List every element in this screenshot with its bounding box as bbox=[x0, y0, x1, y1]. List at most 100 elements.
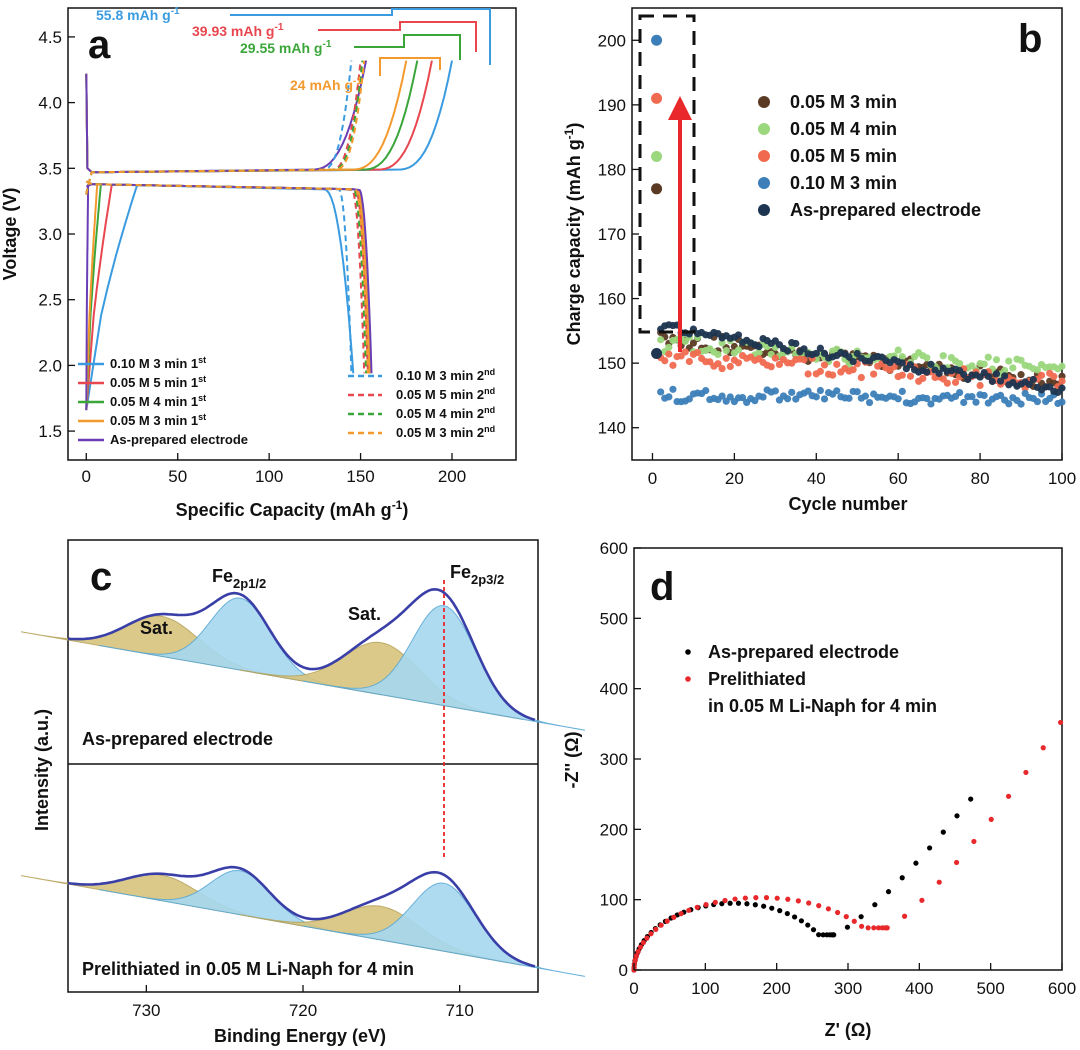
cycle-point bbox=[718, 364, 726, 373]
cycle-point bbox=[726, 362, 734, 371]
cycle-point bbox=[951, 378, 960, 386]
cycle-point bbox=[755, 343, 763, 351]
x-tick-label: 200 bbox=[762, 979, 790, 998]
impedance-point bbox=[686, 907, 692, 913]
cycle-point bbox=[738, 394, 747, 402]
charge-curve bbox=[85, 60, 366, 195]
peak-label: Sat. bbox=[140, 618, 173, 638]
impedance-point bbox=[644, 935, 650, 941]
cycle-point bbox=[1009, 364, 1017, 372]
capacity-annotation: 24 mAh g-1 bbox=[290, 76, 362, 93]
cycle-point bbox=[1001, 372, 1009, 380]
legend-label: 0.05 M 5 min 1st bbox=[110, 374, 206, 390]
y-tick-label: 400 bbox=[600, 680, 628, 699]
cycle-point bbox=[816, 367, 824, 375]
x-tick-label: 60 bbox=[889, 469, 908, 488]
cycle-point bbox=[820, 361, 829, 369]
impedance-point bbox=[678, 911, 684, 917]
cycle-point bbox=[833, 360, 841, 368]
legend-label: 0.05 M 4 min bbox=[790, 119, 897, 139]
cycle-point bbox=[984, 353, 992, 361]
panel-a: a 0 50 100 150 200 1.5 2.0 2.5 3.0 3.5 4.0 4.5 Spec… bbox=[0, 6, 517, 520]
cycle-point bbox=[775, 360, 784, 369]
cycle-point bbox=[804, 387, 812, 395]
panel-d-ylabel: -Z'' (Ω) bbox=[562, 732, 582, 789]
impedance-point bbox=[806, 900, 812, 906]
cycle-point bbox=[849, 366, 857, 374]
cycle-point bbox=[714, 360, 722, 368]
impedance-point bbox=[719, 901, 725, 907]
impedance-point bbox=[653, 926, 659, 932]
panel-c-letter: c bbox=[90, 555, 112, 599]
y-tick-label: 190 bbox=[598, 96, 626, 115]
impedance-point bbox=[785, 896, 791, 902]
x-tick-label: 0 bbox=[648, 469, 657, 488]
y-tick-label: 3.5 bbox=[38, 159, 62, 178]
x-tick-label: 20 bbox=[725, 469, 744, 488]
cycle-point bbox=[1001, 366, 1009, 375]
x-tick-label: 200 bbox=[438, 467, 466, 486]
cycle-point bbox=[1025, 380, 1033, 389]
panel-a-ylabel: Voltage (V) bbox=[0, 188, 20, 281]
y-tick-label: 200 bbox=[600, 820, 628, 839]
impedance-point bbox=[763, 895, 770, 901]
capacity-annotation: 39.93 mAh g-1 bbox=[192, 22, 284, 39]
increase-arrow-head bbox=[668, 96, 692, 120]
cycle-point bbox=[984, 372, 992, 381]
cycle-point bbox=[972, 398, 980, 406]
impedance-point bbox=[871, 925, 877, 931]
legend-sup: st bbox=[198, 355, 206, 365]
first-lithiation-curve bbox=[85, 183, 139, 411]
cycle-point bbox=[1005, 400, 1013, 408]
cycle-point bbox=[1005, 357, 1013, 365]
impedance-point bbox=[831, 932, 837, 938]
cycle-point bbox=[718, 339, 726, 347]
impedance-point bbox=[875, 925, 882, 931]
cycle-point bbox=[804, 370, 812, 378]
first-cycle-point bbox=[651, 347, 663, 359]
x-tick-label: 710 bbox=[445, 1001, 473, 1020]
impedance-point bbox=[1023, 769, 1029, 776]
peak-label-sub: 2p1/2 bbox=[233, 576, 266, 591]
y-tick-label: 2.5 bbox=[38, 291, 62, 310]
cycle-point bbox=[906, 360, 915, 369]
x-tick-label: 150 bbox=[346, 467, 374, 486]
cycle-point bbox=[976, 381, 984, 390]
impedance-point bbox=[635, 948, 641, 955]
impedance-point bbox=[865, 925, 871, 931]
cycle-point bbox=[861, 392, 870, 400]
panel-b-letter: b bbox=[1018, 17, 1042, 61]
cycle-point bbox=[857, 373, 865, 382]
x-tick-label: 730 bbox=[132, 1001, 160, 1020]
cycle-point bbox=[726, 393, 734, 401]
y-tick-label: 140 bbox=[598, 419, 626, 438]
first-cycle-point bbox=[651, 183, 663, 195]
cycle-point bbox=[788, 388, 796, 396]
cycle-point bbox=[853, 388, 861, 396]
impedance-point bbox=[885, 889, 892, 895]
cycle-point bbox=[898, 359, 906, 367]
impedance-point bbox=[1005, 793, 1012, 799]
cycle-point bbox=[829, 371, 837, 379]
legend-sup: nd bbox=[484, 386, 495, 396]
impedance-point bbox=[722, 897, 728, 904]
impedance-point bbox=[735, 900, 742, 906]
legend-label: As-prepared electrode bbox=[110, 432, 248, 447]
impedance-point bbox=[820, 932, 826, 938]
legend-label: 0.05 M 3 min bbox=[790, 92, 897, 112]
cycle-point bbox=[689, 339, 698, 347]
cycle-point bbox=[669, 385, 677, 393]
cycle-point bbox=[988, 377, 996, 386]
x-tick-label: 0 bbox=[629, 979, 638, 998]
envelope-curve bbox=[67, 587, 536, 722]
cycle-point bbox=[1033, 366, 1042, 374]
y-tick-label: 180 bbox=[598, 160, 626, 179]
y-tick-label: 0 bbox=[619, 961, 628, 980]
impedance-point bbox=[727, 900, 733, 906]
cycle-point bbox=[734, 331, 743, 339]
cycle-point bbox=[820, 395, 829, 403]
x-tick-label: 600 bbox=[1048, 979, 1076, 998]
spectrum-label: Prelithiated in 0.05 M Li-Naph for 4 min bbox=[82, 959, 414, 979]
impedance-point bbox=[810, 927, 817, 933]
cycle-point bbox=[996, 391, 1005, 400]
